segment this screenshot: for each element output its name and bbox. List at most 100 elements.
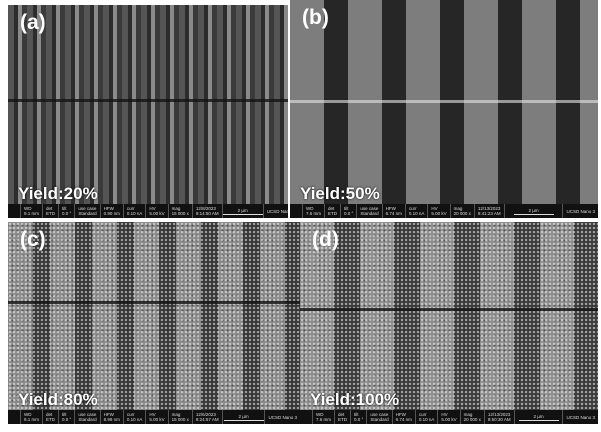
info-value: 15 000 x xyxy=(172,211,189,216)
scale-bar-label: 2 µm xyxy=(238,208,248,213)
info-value: 0.10 nA xyxy=(409,211,425,216)
info-cell: WD7.6 mm xyxy=(302,204,324,218)
info-value: 20 000 x xyxy=(464,417,481,422)
info-cell: WD9.1 mm xyxy=(20,410,42,424)
facility: UCSD Nano 3 xyxy=(268,415,297,420)
scale-bar: 2 µm xyxy=(514,410,563,424)
info-cell: use caseStandard xyxy=(356,204,381,218)
info-value: 0.10 nA xyxy=(127,417,143,422)
info-cell: HV5.00 kV xyxy=(145,410,167,424)
info-cell: HFW6.74 nm xyxy=(392,410,415,424)
info-cell: WD7.6 mm xyxy=(312,410,334,424)
info-value: 9.1 mm xyxy=(24,417,39,422)
info-bar: WD7.6 mmdetETDtilt0.0 °use caseStandardH… xyxy=(290,204,598,218)
info-cell: UCSD Nano 3 xyxy=(562,204,598,218)
sem-image xyxy=(290,0,598,204)
info-value: 0.0 ° xyxy=(62,211,71,216)
info-value: ETD xyxy=(338,417,347,422)
yield-label: Yield:80% xyxy=(18,390,98,410)
info-cell: UCSD Nano 3 xyxy=(562,410,598,424)
info-value: 5.00 kV xyxy=(149,417,164,422)
info-value: 9.1 mm xyxy=(24,211,39,216)
info-value: 7.6 mm xyxy=(316,417,331,422)
scale-bar-line xyxy=(224,420,264,421)
info-cell: tilt0.0 ° xyxy=(350,410,366,424)
info-value: 0.10 nA xyxy=(419,417,435,422)
info-cell: UCSD Nano 3 xyxy=(263,204,288,218)
yield-label: Yield:50% xyxy=(300,184,380,204)
info-value: 20 000 x xyxy=(454,211,471,216)
info-value: 5.00 kV xyxy=(431,211,446,216)
panel-label: (b) xyxy=(302,6,329,30)
panel-label: (a) xyxy=(20,11,46,35)
info-cell: mag15 000 x xyxy=(168,204,192,218)
time: 8:41:23 AM xyxy=(478,211,501,216)
scale-bar-label: 2 µm xyxy=(239,414,249,419)
scale-bar: 2 µm xyxy=(222,204,263,218)
facility: UCSD Nano 3 xyxy=(566,415,595,420)
info-value: ETD xyxy=(328,211,337,216)
facility: UCSD Nano 3 xyxy=(566,209,595,214)
sem-image xyxy=(8,222,300,410)
panel-label: (c) xyxy=(20,228,46,252)
info-value: 0.90 nm xyxy=(104,211,120,216)
info-cell: use caseStandard xyxy=(74,410,99,424)
scale-bar-line xyxy=(514,214,554,215)
scale-bar: 2 µm xyxy=(222,410,265,424)
info-cell: curr0.10 nA xyxy=(123,410,146,424)
time: 9:14:50 AM xyxy=(196,211,219,216)
info-cell: UCSD Nano 3 xyxy=(264,410,300,424)
info-value: Standard xyxy=(78,417,96,422)
sem-image xyxy=(300,222,598,410)
info-cell: use caseStandard xyxy=(366,410,391,424)
info-value: 5.00 kV xyxy=(149,211,164,216)
info-value: 0.0 ° xyxy=(62,417,71,422)
info-bar: WD9.1 mmdetETDtilt0.0 °use caseStandardH… xyxy=(8,204,288,218)
info-value: 6.74 nm xyxy=(386,211,402,216)
facility: UCSD Nano 3 xyxy=(267,209,288,214)
scale-bar-line xyxy=(223,214,263,215)
info-value: Standard xyxy=(360,211,378,216)
figure: (a)Yield:20%WD9.1 mmdetETDtilt0.0 °use c… xyxy=(0,0,601,432)
info-value: 8.99 nm xyxy=(104,417,120,422)
info-value: 7.6 mm xyxy=(306,211,321,216)
panel-label: (d) xyxy=(312,228,339,252)
time: 8:24:57 AM xyxy=(196,417,219,422)
scale-bar-line xyxy=(519,420,559,421)
info-value: 0.10 nA xyxy=(127,211,143,216)
info-value: ETD xyxy=(46,211,55,216)
info-cell: mag20 000 x xyxy=(460,410,484,424)
scale-bar: 2 µm xyxy=(504,204,563,218)
sem-image xyxy=(8,5,288,204)
scale-bar-label: 2 µm xyxy=(534,414,544,419)
info-value: 0.0 ° xyxy=(354,417,363,422)
info-value: Standard xyxy=(370,417,388,422)
info-value: 0.0 ° xyxy=(344,211,353,216)
info-value: 6.74 nm xyxy=(396,417,412,422)
scale-bar-label: 2 µm xyxy=(529,208,539,213)
